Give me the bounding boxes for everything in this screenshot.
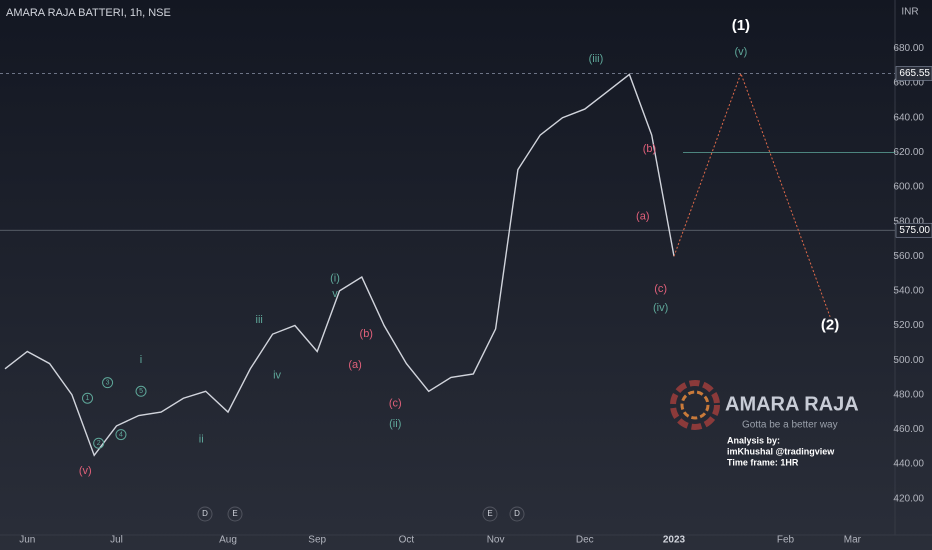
wave-label: (v) [734, 46, 747, 58]
logo-tagline: Gotta be a better way [742, 420, 838, 431]
y-tick-label: 540.00 [893, 286, 924, 297]
y-tick-label: 600.00 [893, 182, 924, 193]
x-tick-label: Mar [844, 535, 862, 546]
logo-ring [680, 390, 710, 420]
wave-circle [82, 392, 94, 404]
y-tick-label: 580.00 [893, 216, 924, 227]
wave-label: (ii) [389, 418, 401, 430]
wave-circle [115, 429, 127, 441]
logo-name: AMARA RAJA [725, 393, 859, 415]
event-marker [509, 506, 525, 522]
logo-ring [670, 380, 720, 430]
y-tick-label: 460.00 [893, 424, 924, 435]
chart-title: AMARA RAJA BATTERI, 1h, NSE [6, 7, 171, 19]
event-marker-label: E [487, 509, 492, 518]
price-level-box [895, 222, 932, 238]
event-marker-label: D [514, 509, 520, 518]
wave-label: (c) [389, 397, 402, 409]
note: Analysis by: [727, 435, 780, 445]
event-marker-label: D [202, 509, 208, 518]
wave-circle [135, 385, 147, 397]
x-tick-label: Nov [487, 535, 505, 546]
x-tick-label: Oct [399, 535, 415, 546]
wave-label: 2 [97, 440, 101, 447]
wave-label: iv [273, 370, 281, 382]
wave-label: iii [256, 314, 263, 326]
wave-label: (2) [821, 316, 839, 333]
wave-label: (v) [79, 465, 92, 477]
price-level-label: 575.00 [899, 225, 930, 236]
wave-label: (a) [636, 210, 649, 222]
note: Time frame: 1HR [727, 457, 799, 467]
wave-label: 5 [139, 388, 143, 395]
projection-line [673, 72, 831, 318]
event-marker [227, 506, 243, 522]
x-tick-label: Sep [308, 535, 326, 546]
y-tick-label: 620.00 [893, 147, 924, 158]
event-marker [197, 506, 213, 522]
wave-label: (iii) [589, 53, 604, 65]
y-tick-label: 440.00 [893, 459, 924, 470]
wave-label: ii [199, 434, 204, 446]
price-level-box [895, 66, 932, 81]
y-tick-label: 660.00 [893, 78, 924, 89]
wave-label: (1) [732, 17, 750, 34]
x-tick-label: Dec [576, 535, 594, 546]
y-tick-label: 500.00 [893, 355, 924, 366]
price-line [4, 73, 675, 457]
y-tick-label: 520.00 [893, 320, 924, 331]
event-marker [482, 506, 498, 522]
wave-label: i [140, 354, 142, 366]
y-tick-label: 680.00 [893, 43, 924, 54]
x-tick-label: Feb [777, 535, 795, 546]
wave-label: (b) [360, 328, 373, 340]
y-tick-label: 560.00 [893, 251, 924, 262]
wave-label: (b) [643, 143, 656, 155]
wave-circle [93, 437, 105, 449]
wave-label: 1 [86, 395, 90, 402]
x-tick-label: Aug [219, 535, 237, 546]
wave-label: (c) [654, 283, 667, 295]
logo: AMARA RAJA Gotta be a better way [670, 380, 859, 431]
x-tick-label: Jul [110, 535, 123, 546]
note: imKhushal @tradingview [727, 446, 835, 456]
wave-circle [102, 377, 114, 389]
wave-label: (iv) [653, 302, 668, 314]
y-axis-label: INR [901, 7, 918, 18]
y-tick-label: 480.00 [893, 389, 924, 400]
wave-label: v [332, 288, 338, 300]
x-tick-label: Jun [19, 535, 35, 546]
wave-label: (a) [348, 359, 361, 371]
x-tick-label: 2023 [663, 535, 686, 546]
wave-label: 3 [106, 379, 110, 386]
wave-label: (i) [330, 273, 340, 285]
event-marker-label: E [232, 509, 237, 518]
wave-label: 4 [119, 431, 123, 438]
y-tick-label: 420.00 [893, 493, 924, 504]
price-level-label: 665.55 [899, 68, 930, 79]
y-tick-label: 640.00 [893, 112, 924, 123]
